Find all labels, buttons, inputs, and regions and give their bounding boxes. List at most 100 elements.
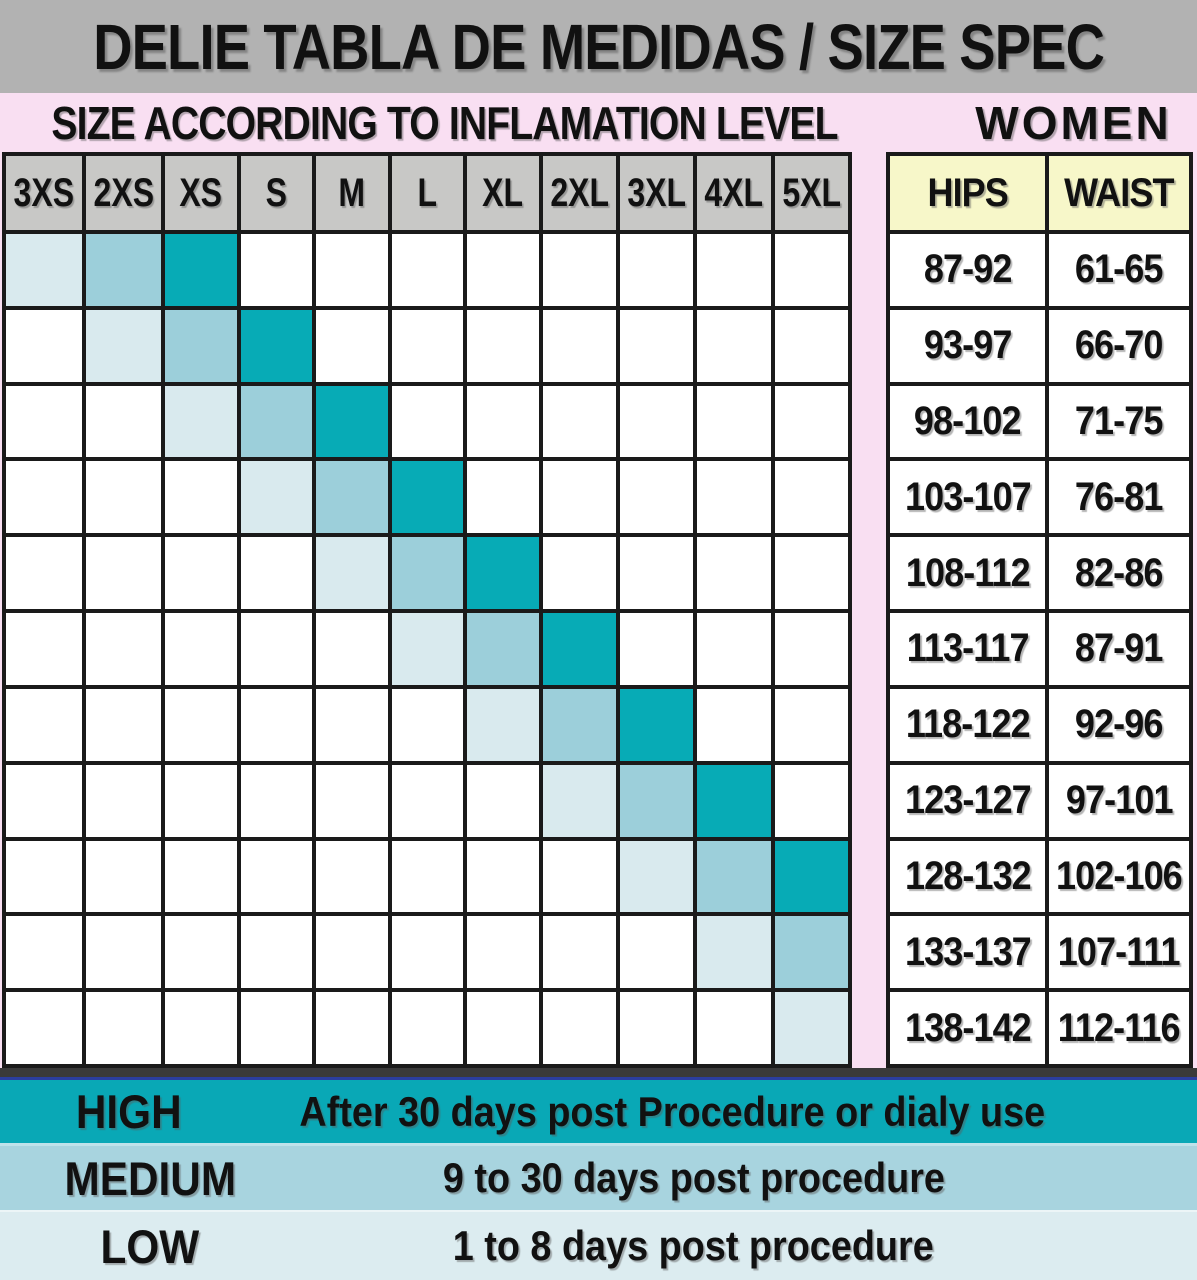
size-column-header-text: L bbox=[417, 170, 438, 215]
grid-cell-row10-4xl-low bbox=[697, 916, 771, 989]
grid-cell-row9-xl bbox=[467, 840, 539, 913]
measure-value-text: 113-117 bbox=[906, 626, 1030, 671]
hips-range-row4: 103-107 bbox=[890, 461, 1045, 534]
grid-cell-row2-5xl bbox=[774, 309, 848, 382]
measure-value-text: 128-132 bbox=[904, 853, 1032, 898]
hips-range-row5: 108-112 bbox=[890, 537, 1045, 610]
measure-value-text: 108-112 bbox=[905, 550, 1031, 595]
legend-label-text: LOW bbox=[100, 1219, 200, 1273]
grid-cell-row4-xl bbox=[467, 461, 539, 534]
grid-cell-row2-s-high bbox=[240, 309, 313, 382]
grid-cell-row9-l bbox=[391, 840, 464, 913]
size-column-header-text: S bbox=[265, 170, 288, 215]
size-inflammation-grid: 3XS 2XS XS S M L XL 2XL 3XL 4XL 5XL bbox=[2, 152, 852, 1068]
measure-value-text: 123-127 bbox=[904, 778, 1032, 823]
measure-value-text: 112-116 bbox=[1058, 1005, 1181, 1050]
grid-cell-row5-2xs bbox=[85, 537, 162, 610]
grid-cell-row4-4xl bbox=[697, 461, 771, 534]
grid-cell-row8-3xl-medium bbox=[619, 764, 694, 837]
size-column-header-m: M bbox=[316, 156, 388, 230]
grid-cell-row9-5xl-high bbox=[774, 840, 848, 913]
hips-range-row2: 93-97 bbox=[890, 309, 1045, 382]
legend-description-text: After 30 days post Procedure or dialy us… bbox=[299, 1087, 1046, 1135]
size-column-header-2xs: 2XS bbox=[85, 156, 162, 230]
grid-cell-row6-xs bbox=[165, 613, 237, 685]
size-column-header-5xl: 5XL bbox=[774, 156, 848, 230]
grid-cell-row9-xs bbox=[165, 840, 237, 913]
size-column-header-text: 3XS bbox=[13, 170, 75, 215]
grid-cell-row5-3xs bbox=[6, 537, 82, 610]
grid-cell-row11-m bbox=[316, 992, 388, 1064]
grid-cell-row5-s bbox=[240, 537, 313, 610]
hips-range-row3: 98-102 bbox=[890, 385, 1045, 458]
grid-cell-row5-2xl bbox=[542, 537, 616, 610]
grid-cell-row11-3xs bbox=[6, 992, 82, 1064]
grid-cell-row7-3xs bbox=[6, 688, 82, 761]
grid-cell-row6-5xl bbox=[774, 613, 848, 685]
waist-range-row7: 92-96 bbox=[1049, 688, 1189, 761]
measure-value-text: 107-111 bbox=[1058, 929, 1181, 974]
grid-cell-row9-s bbox=[240, 840, 313, 913]
measure-value-text: 87-91 bbox=[1075, 626, 1163, 671]
size-column-header-text: XS bbox=[179, 170, 223, 215]
size-column-header-text: M bbox=[338, 170, 366, 215]
grid-cell-row8-xs bbox=[165, 764, 237, 837]
legend-description-high: After 30 days post Procedure or dialy us… bbox=[258, 1088, 1197, 1136]
grid-cell-row5-l-medium bbox=[391, 537, 464, 610]
grid-cell-row7-4xl bbox=[697, 688, 771, 761]
legend-label-text: MEDIUM bbox=[64, 1151, 236, 1205]
grid-cell-row4-2xl bbox=[542, 461, 616, 534]
legend-row-low: LOW 1 to 8 days post procedure bbox=[0, 1210, 1197, 1280]
grid-cell-row9-4xl-medium bbox=[697, 840, 771, 913]
title-banner: DELIE TABLA DE MEDIDAS / SIZE SPEC bbox=[0, 0, 1197, 93]
inflammation-legend: HIGH After 30 days post Procedure or dial… bbox=[0, 1080, 1197, 1280]
legend-label-low: LOW bbox=[0, 1219, 300, 1274]
measure-value-text: 92-96 bbox=[1075, 702, 1163, 747]
measure-value-text: 102-106 bbox=[1056, 853, 1183, 898]
measure-value-text: 103-107 bbox=[904, 474, 1032, 519]
grid-cell-row7-xs bbox=[165, 688, 237, 761]
grid-cell-row11-5xl-low bbox=[774, 992, 848, 1064]
size-column-header-l: L bbox=[391, 156, 464, 230]
grid-cell-row10-3xl bbox=[619, 916, 694, 989]
grid-cell-row9-3xl-low bbox=[619, 840, 694, 913]
separator-bar bbox=[0, 1068, 1197, 1077]
grid-cell-row10-3xs bbox=[6, 916, 82, 989]
grid-cell-row11-4xl bbox=[697, 992, 771, 1064]
grid-cell-row4-3xs bbox=[6, 461, 82, 534]
grid-cell-row10-2xs bbox=[85, 916, 162, 989]
grid-cell-row7-3xl-high bbox=[619, 688, 694, 761]
waist-range-row9: 102-106 bbox=[1049, 840, 1189, 913]
subtitle-text: SIZE ACCORDING TO INFLAMATION LEVEL bbox=[51, 96, 839, 149]
grid-cell-row1-l bbox=[391, 234, 464, 306]
grid-cell-row6-s bbox=[240, 613, 313, 685]
legend-description-low: 1 to 8 days post procedure bbox=[300, 1222, 1197, 1270]
grid-cell-row8-2xl-low bbox=[542, 764, 616, 837]
measure-header-hips: HIPS bbox=[890, 156, 1045, 230]
grid-cell-row6-l-low bbox=[391, 613, 464, 685]
waist-range-row1: 61-65 bbox=[1049, 234, 1189, 306]
grid-cell-row4-m-medium bbox=[316, 461, 388, 534]
grid-cell-row1-m bbox=[316, 234, 388, 306]
hips-range-row7: 118-122 bbox=[890, 688, 1045, 761]
grid-cell-row1-2xs-medium bbox=[85, 234, 162, 306]
grid-cell-row6-m bbox=[316, 613, 388, 685]
grid-cell-row4-3xl bbox=[619, 461, 694, 534]
grid-cell-row6-2xl-high bbox=[542, 613, 616, 685]
hips-range-row8: 123-127 bbox=[890, 764, 1045, 837]
grid-cell-row2-l bbox=[391, 309, 464, 382]
grid-cell-row4-5xl bbox=[774, 461, 848, 534]
grid-cell-row6-3xs bbox=[6, 613, 82, 685]
grid-cell-row1-3xs-low bbox=[6, 234, 82, 306]
grid-cell-row10-2xl bbox=[542, 916, 616, 989]
grid-cell-row1-s bbox=[240, 234, 313, 306]
size-column-header-text: 4XL bbox=[704, 170, 764, 215]
waist-range-row8: 97-101 bbox=[1049, 764, 1189, 837]
legend-label-text: HIGH bbox=[76, 1085, 183, 1138]
grid-cell-row1-5xl bbox=[774, 234, 848, 306]
grid-cell-row8-2xs bbox=[85, 764, 162, 837]
measure-value-text: 97-101 bbox=[1065, 778, 1174, 823]
grid-cell-row8-xl bbox=[467, 764, 539, 837]
measurements-table: HIPS WAIST 87-92 61-65 93-97 66-70 98-102 71-75… bbox=[886, 152, 1193, 1068]
grid-cell-row11-2xl bbox=[542, 992, 616, 1064]
